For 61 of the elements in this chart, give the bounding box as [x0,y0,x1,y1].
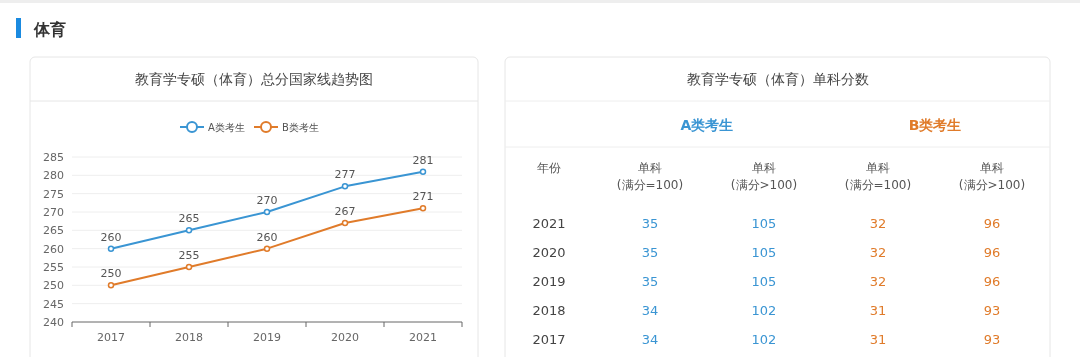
data-label: 31 [869,332,887,347]
y-tick-label: 2019 [532,274,566,289]
data-label: 102 [751,303,777,318]
data-label: 96 [983,245,1001,260]
y-tick-label: 2018 [532,303,566,318]
data-label: 96 [983,216,1001,231]
y-tick-label: 280 [43,169,64,183]
data-label: 32 [869,245,887,260]
text: A类考生 [680,117,734,133]
text: B类考生 [908,117,962,133]
legend-label: B类考生 [282,122,319,133]
y-tick-label: 250 [43,279,64,293]
y-tick-label: 285 [43,151,64,164]
y-tick-label: 2021 [532,216,566,231]
legend-label: A类考生 [208,122,245,133]
data-label: 265 [178,212,200,226]
data-label: 271 [412,190,434,204]
data-label: 105 [751,274,777,289]
y-tick-label: 265 [43,224,64,238]
data-label: 32 [869,216,887,231]
y-tick-label: 2020 [532,245,566,260]
data-label: 93 [983,303,1001,318]
x-tick-label: 2017 [97,331,125,344]
data-label: 281 [412,153,434,167]
y-tick-label: 245 [43,297,64,311]
data-label: 105 [751,216,777,231]
y-axis-title: 年份 [537,161,561,175]
x-tick-label: 单科 (满分>100) [958,161,1026,192]
data-label: 34 [641,303,659,318]
data-label: 93 [983,332,1001,347]
data-label: 260 [100,230,122,244]
x-tick-label: 单科 (满分=100) [616,161,684,192]
data-label: 267 [334,205,356,218]
data-label: 105 [751,245,777,260]
data-label: 34 [641,332,659,347]
data-label: 32 [869,274,887,289]
data-label: 31 [869,303,887,318]
y-tick-label: 275 [43,187,64,201]
chart-title: 教育学专硕（体育）单科分数 [686,71,869,87]
data-label: 250 [100,267,122,281]
data-label: 35 [641,274,659,289]
data-label: 96 [983,274,1001,289]
x-tick-label: 单科 (满分=100) [844,161,912,192]
data-label: 260 [256,230,278,244]
y-tick-label: 240 [43,316,64,329]
data-label: 255 [178,249,200,262]
data-label: 35 [641,216,659,231]
data-label: 270 [256,194,278,207]
x-tick-label: 2018 [175,331,203,344]
chart-title: 教育学专硕（体育）总分国家线趋势图 [135,71,373,87]
y-tick-label: 270 [43,206,64,219]
x-tick-label: 2021 [409,331,437,344]
data-label: 277 [334,168,356,182]
x-tick-label: 2019 [253,331,281,344]
text: 体育 [33,20,66,39]
data-label: 102 [751,332,777,347]
data-label: 35 [641,245,659,260]
x-tick-label: 单科 (满分>100) [730,161,798,192]
y-tick-label: 260 [43,242,64,256]
y-tick-label: 255 [43,261,64,274]
x-tick-label: 2020 [331,331,359,344]
